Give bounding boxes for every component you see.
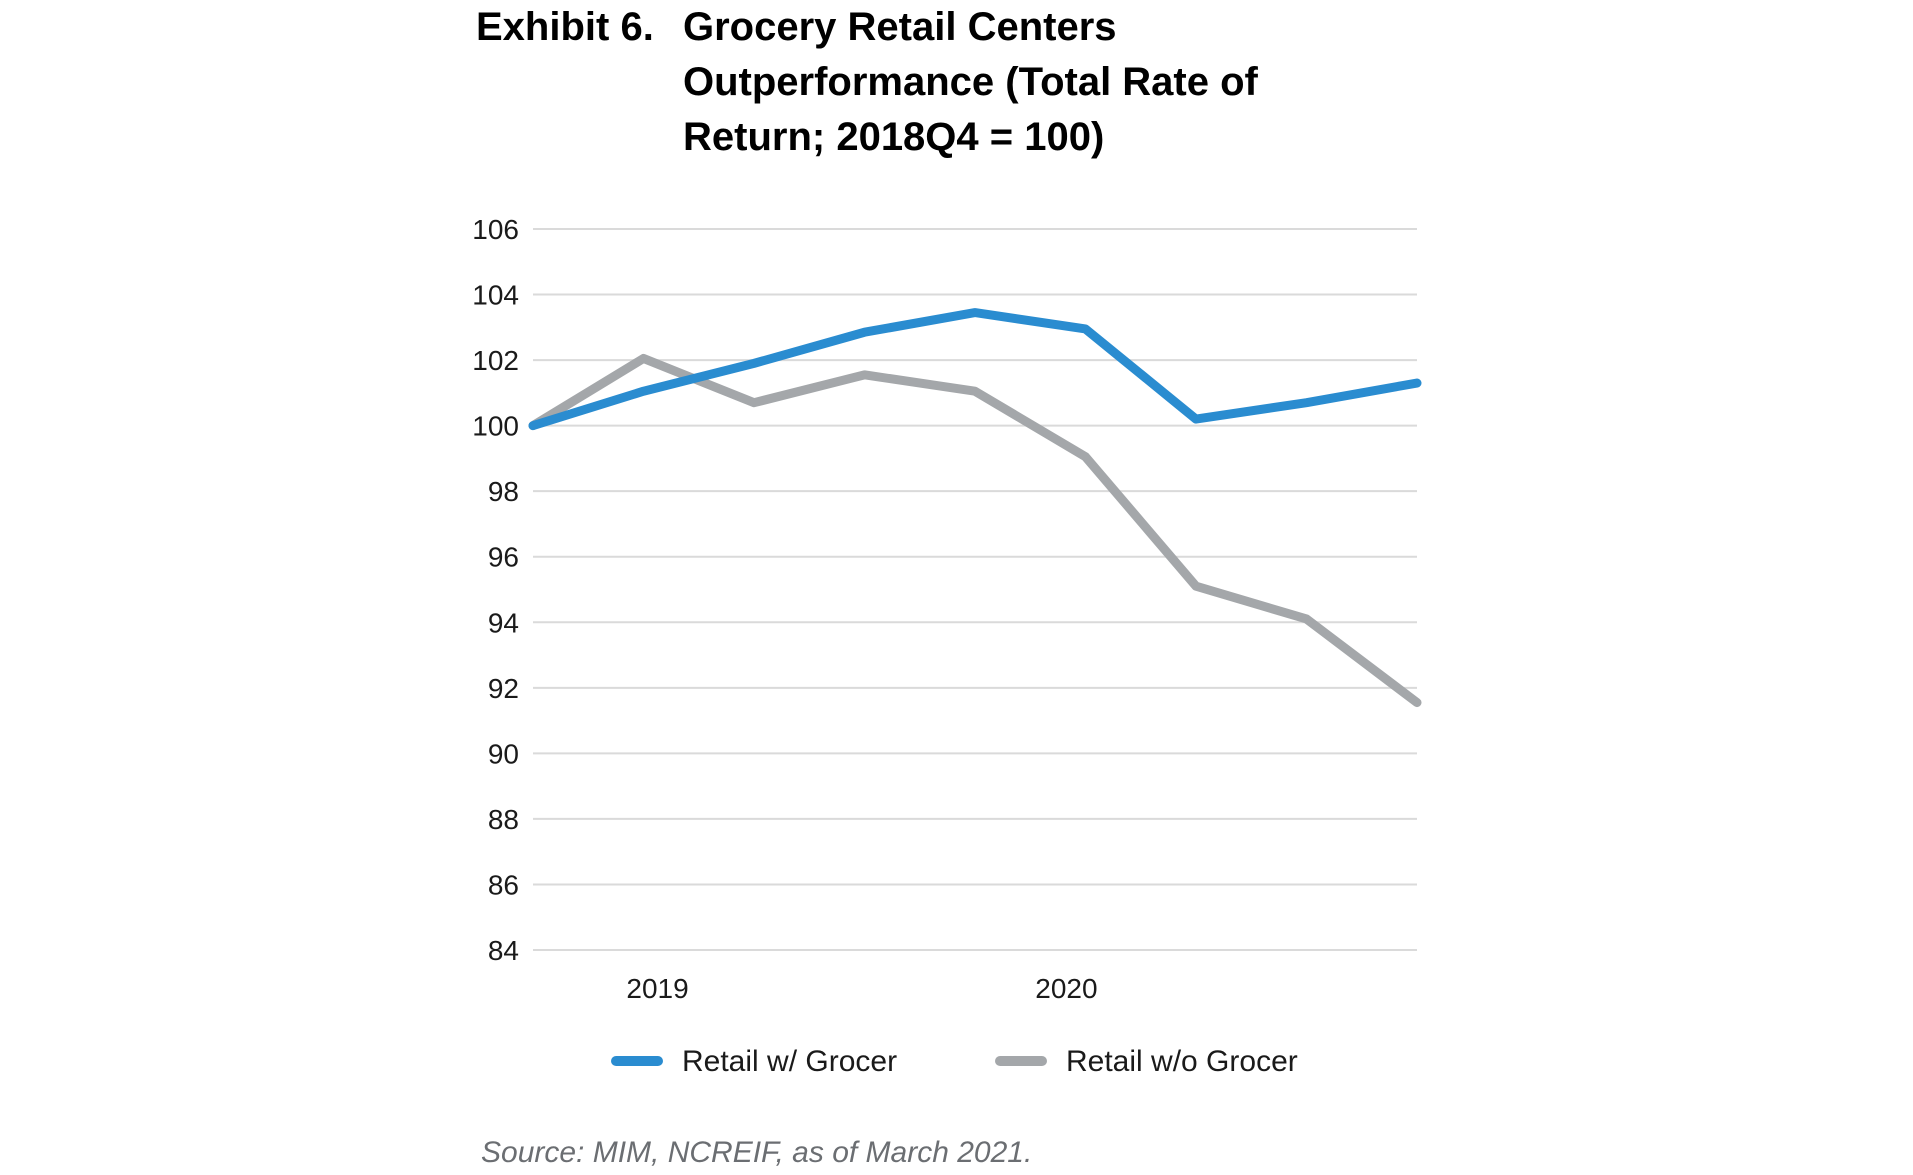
- y-tick-label: 102: [472, 345, 519, 376]
- x-axis-ticks: 2019 2020: [626, 973, 1097, 1004]
- x-tick-label: 2019: [626, 973, 688, 1004]
- y-tick-label: 84: [488, 935, 519, 966]
- legend-label: Retail w/ Grocer: [682, 1045, 897, 1078]
- y-axis-ticks: 106 104 102 100 98 96 94 92 90 88 86 84: [472, 214, 519, 966]
- y-tick-label: 106: [472, 214, 519, 245]
- legend-label: Retail w/o Grocer: [1066, 1045, 1298, 1078]
- line-chart: 106 104 102 100 98 96 94 92 90 88 86 84 2019 2020 Re…: [472, 214, 1422, 1078]
- y-tick-label: 90: [488, 738, 519, 769]
- y-tick-label: 96: [488, 542, 519, 573]
- title-prefix: Exhibit 6.: [476, 5, 654, 49]
- legend: Retail w/ Grocer Retail w/o Grocer: [611, 1045, 1298, 1078]
- y-tick-label: 92: [488, 673, 519, 704]
- title-line-1: Grocery Retail Centers: [683, 5, 1117, 49]
- y-tick-label: 100: [472, 411, 519, 442]
- series-line-retail-w-grocer: [528, 308, 1422, 431]
- title-line-3: Return; 2018Q4 = 100): [683, 115, 1105, 159]
- y-tick-label: 86: [488, 869, 519, 900]
- series-line-retail-w-o-grocer: [528, 353, 1422, 708]
- y-tick-label: 104: [472, 280, 519, 311]
- x-tick-label: 2020: [1035, 973, 1097, 1004]
- y-tick-label: 94: [488, 607, 519, 638]
- source-note: Source: MIM, NCREIF, as of March 2021.: [481, 1136, 1033, 1169]
- series-lines: [528, 308, 1422, 708]
- gridlines: [533, 228, 1417, 951]
- y-tick-label: 88: [488, 804, 519, 835]
- title-line-2: Outperformance (Total Rate of: [683, 60, 1258, 104]
- y-tick-label: 98: [488, 476, 519, 507]
